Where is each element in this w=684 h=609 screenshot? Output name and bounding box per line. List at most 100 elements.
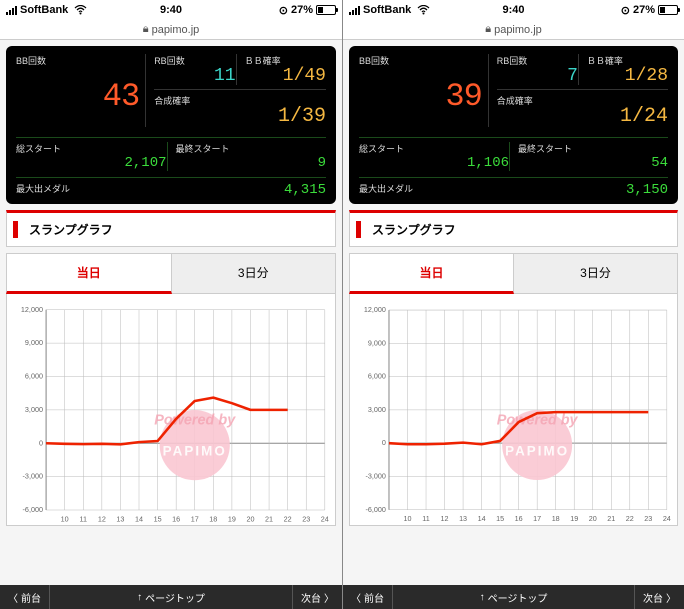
slump-chart: -6,000-3,00003,0006,0009,00012,000101112… bbox=[349, 294, 678, 526]
clock: 9:40 bbox=[459, 4, 569, 16]
stats-panel: BB回数 43 RB回数 11 ＢＢ確率 1/49 合成確率 1/39 bbox=[6, 46, 336, 204]
svg-text:24: 24 bbox=[321, 514, 329, 523]
svg-text:24: 24 bbox=[663, 514, 671, 523]
battery-pct: 27% bbox=[291, 4, 313, 16]
nav-top[interactable]: ↑ページトップ bbox=[393, 585, 635, 609]
lock-icon: 🔒︎ bbox=[143, 23, 149, 36]
wifi-icon bbox=[74, 5, 87, 15]
svg-text:PAPIMO: PAPIMO bbox=[505, 443, 569, 458]
svg-text:0: 0 bbox=[382, 438, 386, 447]
svg-text:-6,000: -6,000 bbox=[366, 505, 386, 514]
svg-text:PAPIMO: PAPIMO bbox=[163, 443, 227, 458]
total-start-label: 総スタート bbox=[16, 142, 167, 155]
last-start-label: 最終スタート bbox=[176, 142, 327, 155]
total-start-value: 2,107 bbox=[16, 155, 167, 171]
nav-top[interactable]: ↑ページトップ bbox=[50, 585, 293, 609]
tab-3days[interactable]: 3日分 bbox=[514, 253, 678, 294]
svg-text:11: 11 bbox=[422, 514, 429, 523]
total-start-label: 総スタート bbox=[359, 142, 509, 155]
svg-text:15: 15 bbox=[154, 514, 162, 523]
chevron-left-icon: 〈 bbox=[8, 590, 18, 605]
nav-prev[interactable]: 〈前台 bbox=[0, 585, 50, 609]
bottom-nav: 〈前台 ↑ページトップ 次台〉 bbox=[343, 585, 684, 609]
svg-text:17: 17 bbox=[191, 514, 199, 523]
svg-text:22: 22 bbox=[284, 514, 292, 523]
bb-label: BB回数 bbox=[16, 54, 139, 67]
tab-3days[interactable]: 3日分 bbox=[172, 253, 337, 294]
svg-text:-3,000: -3,000 bbox=[366, 471, 386, 480]
arrow-up-icon: ↑ bbox=[137, 592, 142, 603]
alarm-icon: ⊙ bbox=[621, 4, 630, 17]
svg-text:14: 14 bbox=[135, 514, 143, 523]
svg-text:22: 22 bbox=[626, 514, 634, 523]
total-start-value: 1,106 bbox=[359, 155, 509, 171]
svg-text:12,000: 12,000 bbox=[21, 305, 43, 314]
last-start-value: 54 bbox=[518, 155, 668, 171]
nav-next[interactable]: 次台〉 bbox=[635, 585, 684, 609]
battery-pct: 27% bbox=[633, 4, 655, 16]
svg-text:-6,000: -6,000 bbox=[23, 505, 43, 514]
svg-text:6,000: 6,000 bbox=[368, 372, 386, 381]
slump-chart: -6,000-3,00003,0006,0009,00012,000101112… bbox=[6, 294, 336, 526]
tab-today[interactable]: 当日 bbox=[6, 253, 172, 294]
url-host: papimo.jp bbox=[152, 24, 200, 36]
status-bar: SoftBank 9:40 ⊙ 27% bbox=[0, 0, 342, 20]
svg-text:Powered by: Powered by bbox=[154, 412, 236, 428]
svg-text:21: 21 bbox=[265, 514, 273, 523]
bb-value: 39 bbox=[359, 67, 482, 113]
synth-value: 1/24 bbox=[497, 107, 668, 127]
wifi-icon bbox=[417, 5, 430, 15]
svg-text:18: 18 bbox=[209, 514, 217, 523]
bb-value: 43 bbox=[16, 67, 139, 113]
phone-left: SoftBank 9:40 ⊙ 27% 🔒︎ papimo.jp BB回数 43… bbox=[0, 0, 342, 609]
svg-text:Powered by: Powered by bbox=[497, 412, 579, 428]
svg-text:20: 20 bbox=[589, 514, 597, 523]
svg-text:12,000: 12,000 bbox=[364, 305, 386, 314]
section-header: スランプグラフ bbox=[6, 210, 336, 247]
clock: 9:40 bbox=[116, 4, 226, 16]
svg-text:23: 23 bbox=[644, 514, 652, 523]
svg-text:19: 19 bbox=[570, 514, 578, 523]
stats-panel: BB回数 39 RB回数 7 ＢＢ確率 1/28 合成確率 1/24 bbox=[349, 46, 678, 204]
nav-prev[interactable]: 〈前台 bbox=[343, 585, 393, 609]
svg-text:11: 11 bbox=[80, 514, 88, 523]
svg-text:12: 12 bbox=[98, 514, 106, 523]
tabs: 当日 3日分 bbox=[6, 253, 336, 294]
status-bar: SoftBank 9:40 ⊙ 27% bbox=[343, 0, 684, 20]
svg-text:3,000: 3,000 bbox=[368, 405, 386, 414]
svg-text:16: 16 bbox=[515, 514, 523, 523]
tabs: 当日 3日分 bbox=[349, 253, 678, 294]
section-title: スランプグラフ bbox=[17, 223, 113, 237]
svg-text:3,000: 3,000 bbox=[25, 405, 43, 414]
url-bar[interactable]: 🔒︎ papimo.jp bbox=[343, 20, 684, 40]
signal-icon bbox=[6, 6, 17, 15]
bottom-nav: 〈前台 ↑ページトップ 次台〉 bbox=[0, 585, 342, 609]
svg-text:23: 23 bbox=[302, 514, 310, 523]
svg-text:17: 17 bbox=[533, 514, 541, 523]
rb-value: 7 bbox=[497, 67, 578, 85]
svg-text:15: 15 bbox=[496, 514, 504, 523]
phone-right: SoftBank 9:40 ⊙ 27% 🔒︎ papimo.jp BB回数 39… bbox=[342, 0, 684, 609]
bbprob-value: 1/49 bbox=[245, 67, 326, 85]
svg-text:6,000: 6,000 bbox=[25, 372, 43, 381]
max-medal-value: 3,150 bbox=[514, 182, 669, 198]
section-header: スランプグラフ bbox=[349, 210, 678, 247]
synth-value: 1/39 bbox=[154, 107, 326, 127]
chevron-right-icon: 〉 bbox=[324, 590, 334, 605]
svg-text:0: 0 bbox=[39, 438, 43, 447]
lock-icon: 🔒︎ bbox=[485, 23, 491, 36]
svg-text:18: 18 bbox=[552, 514, 560, 523]
max-medal-value: 4,315 bbox=[171, 182, 326, 198]
section-title: スランプグラフ bbox=[360, 223, 456, 237]
tab-today[interactable]: 当日 bbox=[349, 253, 514, 294]
svg-text:9,000: 9,000 bbox=[368, 338, 386, 347]
svg-text:13: 13 bbox=[116, 514, 124, 523]
svg-text:13: 13 bbox=[459, 514, 467, 523]
carrier-label: SoftBank bbox=[20, 4, 68, 16]
svg-text:10: 10 bbox=[404, 514, 412, 523]
url-bar[interactable]: 🔒︎ papimo.jp bbox=[0, 20, 342, 40]
svg-text:14: 14 bbox=[478, 514, 486, 523]
svg-text:9,000: 9,000 bbox=[25, 338, 43, 347]
max-medal-label: 最大出メダル bbox=[16, 182, 171, 198]
nav-next[interactable]: 次台〉 bbox=[293, 585, 342, 609]
